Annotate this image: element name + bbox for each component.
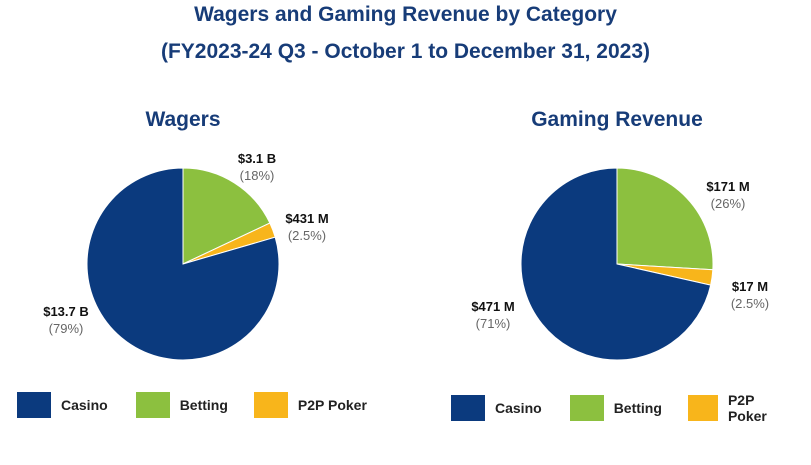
- betting-swatch: [569, 395, 604, 421]
- wagers-betting-label: $3.1 B (18%): [222, 150, 292, 184]
- legend-label-p2p-poker: P2P Poker: [727, 392, 767, 424]
- revenue-legend: Casino Betting P2P Poker: [451, 392, 811, 424]
- revenue-betting-value: $171 M: [706, 179, 750, 194]
- wagers-casino-value: $13.7 B: [43, 304, 89, 319]
- p2p-poker-swatch: [687, 395, 718, 421]
- legend-item-casino: Casino: [17, 392, 108, 418]
- wagers-legend: Casino Betting P2P Poker: [17, 392, 389, 418]
- casino-swatch: [17, 392, 51, 418]
- wagers-casino-label: $13.7 B (79%): [26, 303, 106, 337]
- wagers-betting-value: $3.1 B: [237, 151, 277, 166]
- legend-item-casino: Casino: [451, 395, 542, 421]
- wagers-poker-value: $431 M: [285, 211, 329, 226]
- revenue-casino-percent: (71%): [475, 316, 511, 331]
- legend-label-betting: Betting: [613, 400, 662, 416]
- wagers-poker-percent: (2.5%): [287, 228, 327, 243]
- revenue-poker-percent: (2.5%): [730, 296, 770, 311]
- p2p-poker-swatch: [253, 392, 288, 418]
- legend-label-casino: Casino: [61, 397, 108, 413]
- legend-item-betting: Betting: [569, 395, 662, 421]
- revenue-casino-value: $471 M: [471, 299, 515, 314]
- wagers-poker-label: $431 M (2.5%): [272, 210, 342, 244]
- revenue-casino-label: $471 M (71%): [458, 298, 528, 332]
- revenue-poker-label: $17 M (2.5%): [715, 278, 785, 312]
- main-subtitle: (FY2023-24 Q3 - October 1 to December 31…: [160, 40, 651, 63]
- wagers-slice-betting: [182, 167, 271, 265]
- legend-label-betting: Betting: [179, 397, 228, 413]
- betting-swatch: [135, 392, 170, 418]
- wagers-casino-percent: (79%): [48, 321, 84, 336]
- wagers-chart-title: Wagers: [145, 108, 221, 131]
- wagers-betting-percent: (18%): [239, 168, 275, 183]
- revenue-chart-title: Gaming Revenue: [531, 108, 703, 131]
- revenue-betting-percent: (26%): [710, 196, 746, 211]
- revenue-poker-value: $17 M: [731, 279, 769, 294]
- main-title: Wagers and Gaming Revenue by Category: [194, 3, 617, 26]
- casino-swatch: [451, 395, 485, 421]
- legend-label-casino: Casino: [495, 400, 542, 416]
- legend-item-betting: Betting: [135, 392, 228, 418]
- revenue-slice-betting: [616, 167, 714, 271]
- revenue-slice-casino: [520, 167, 712, 361]
- wagers-slice-casino: [86, 167, 280, 361]
- legend-item-p2p-poker: P2P Poker: [253, 392, 367, 418]
- legend-item-p2p-poker: P2P Poker: [687, 392, 789, 424]
- legend-label-p2p-poker: P2P Poker: [297, 397, 367, 413]
- revenue-betting-label: $171 M (26%): [693, 178, 763, 212]
